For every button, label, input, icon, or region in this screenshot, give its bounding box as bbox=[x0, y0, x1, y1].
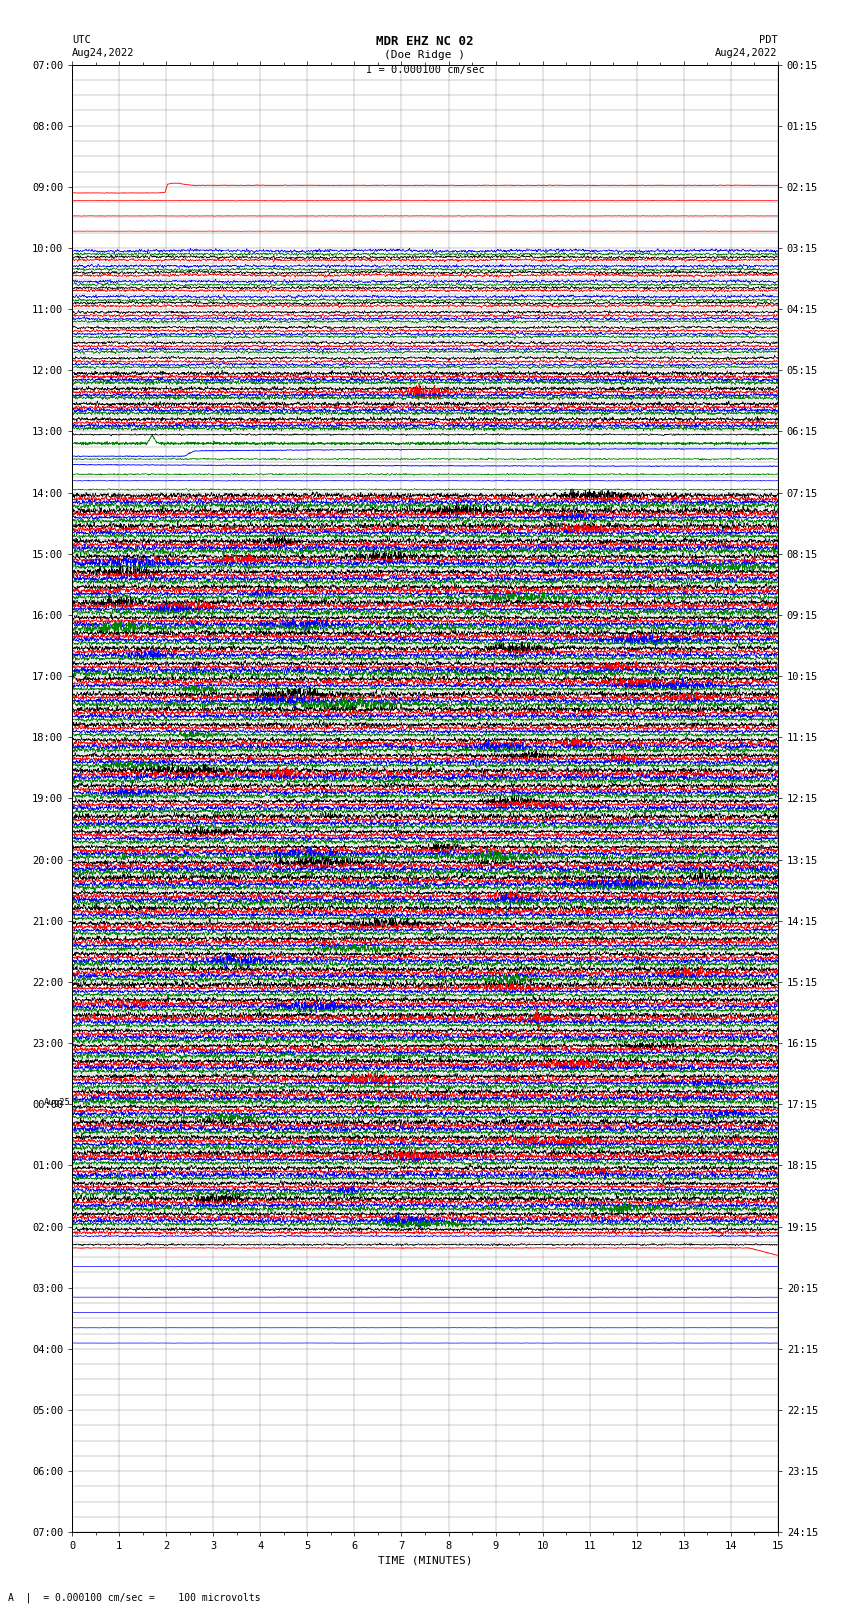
Text: I = 0.000100 cm/sec: I = 0.000100 cm/sec bbox=[366, 65, 484, 74]
Text: PDT: PDT bbox=[759, 35, 778, 45]
Text: Aug24,2022: Aug24,2022 bbox=[715, 48, 778, 58]
Text: A  |  = 0.000100 cm/sec =    100 microvolts: A | = 0.000100 cm/sec = 100 microvolts bbox=[8, 1592, 261, 1603]
Text: UTC: UTC bbox=[72, 35, 91, 45]
Text: Aug24,2022: Aug24,2022 bbox=[72, 48, 135, 58]
Text: Aug25: Aug25 bbox=[43, 1098, 71, 1107]
Text: (Doe Ridge ): (Doe Ridge ) bbox=[384, 50, 466, 60]
X-axis label: TIME (MINUTES): TIME (MINUTES) bbox=[377, 1555, 473, 1566]
Text: MDR EHZ NC 02: MDR EHZ NC 02 bbox=[377, 35, 473, 48]
